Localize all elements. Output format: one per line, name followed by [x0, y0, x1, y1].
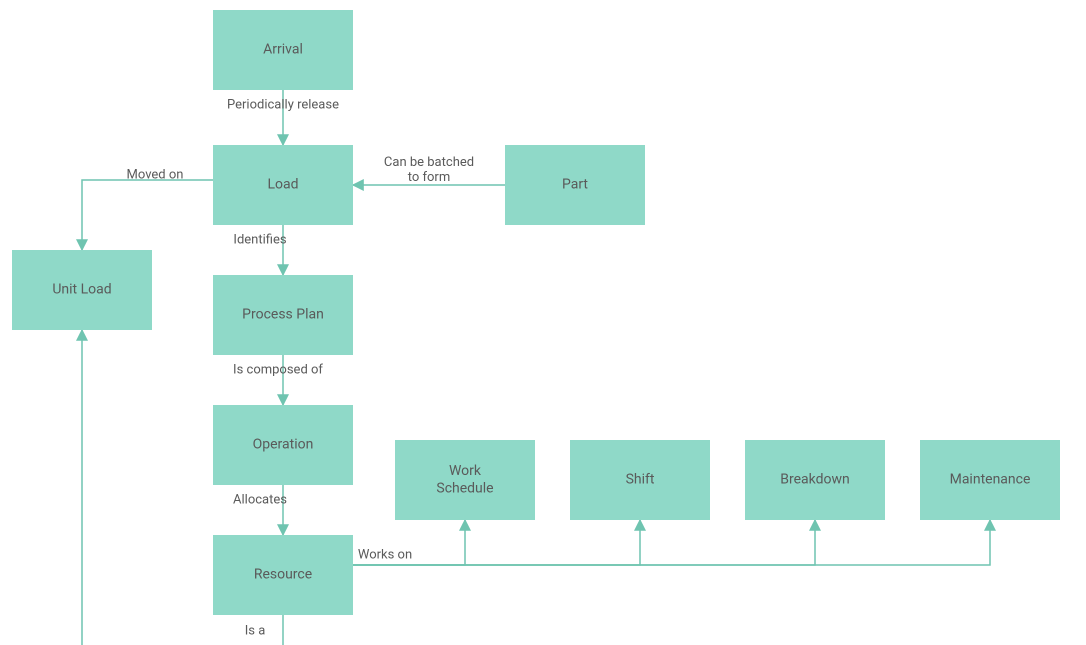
node-label: Schedule	[436, 480, 493, 496]
node-label: Load	[267, 177, 298, 193]
node-label: Arrival	[263, 42, 303, 58]
node-shift: Shift	[570, 440, 710, 520]
node-label: Operation	[253, 437, 314, 453]
edge-label: Is a	[245, 623, 266, 638]
node-label: Resource	[254, 567, 312, 583]
node-processplan: Process Plan	[213, 275, 353, 355]
node-label: Shift	[626, 472, 655, 488]
node-workschedule: WorkSchedule	[395, 440, 535, 520]
edge-label: Allocates	[233, 492, 287, 507]
node-unitload: Unit Load	[12, 250, 152, 330]
node-label: Maintenance	[950, 472, 1031, 488]
edge-label: Works on	[358, 547, 412, 562]
node-breakdown: Breakdown	[745, 440, 885, 520]
node-load: Load	[213, 145, 353, 225]
edge-label: Moved on	[127, 167, 184, 182]
node-operation: Operation	[213, 405, 353, 485]
edge-label: to form	[408, 170, 451, 185]
edge-resource-maintenance	[353, 520, 990, 565]
node-part: Part	[505, 145, 645, 225]
node-label: Unit Load	[52, 282, 111, 298]
edge-load-unitload	[82, 180, 213, 250]
node-arrival: Arrival	[213, 10, 353, 90]
edge-resource-breakdown	[353, 520, 815, 565]
node-maintenance: Maintenance	[920, 440, 1060, 520]
diagram-canvas: Periodically release Can be batchedto for…	[0, 0, 1086, 645]
edge-label: Is composed of	[233, 362, 323, 377]
edge-label: Can be batched	[384, 155, 474, 170]
nodes-layer: Arrival Load Part Unit Load Process Plan Oper…	[12, 10, 1060, 615]
edge-label: Periodically release	[227, 97, 339, 112]
node-label: Part	[562, 177, 588, 193]
node-label: Process Plan	[242, 307, 324, 323]
node-label: Work	[449, 463, 482, 479]
node-resource: Resource	[213, 535, 353, 615]
edge-label: Identifies	[233, 232, 286, 247]
node-label: Breakdown	[780, 472, 849, 488]
